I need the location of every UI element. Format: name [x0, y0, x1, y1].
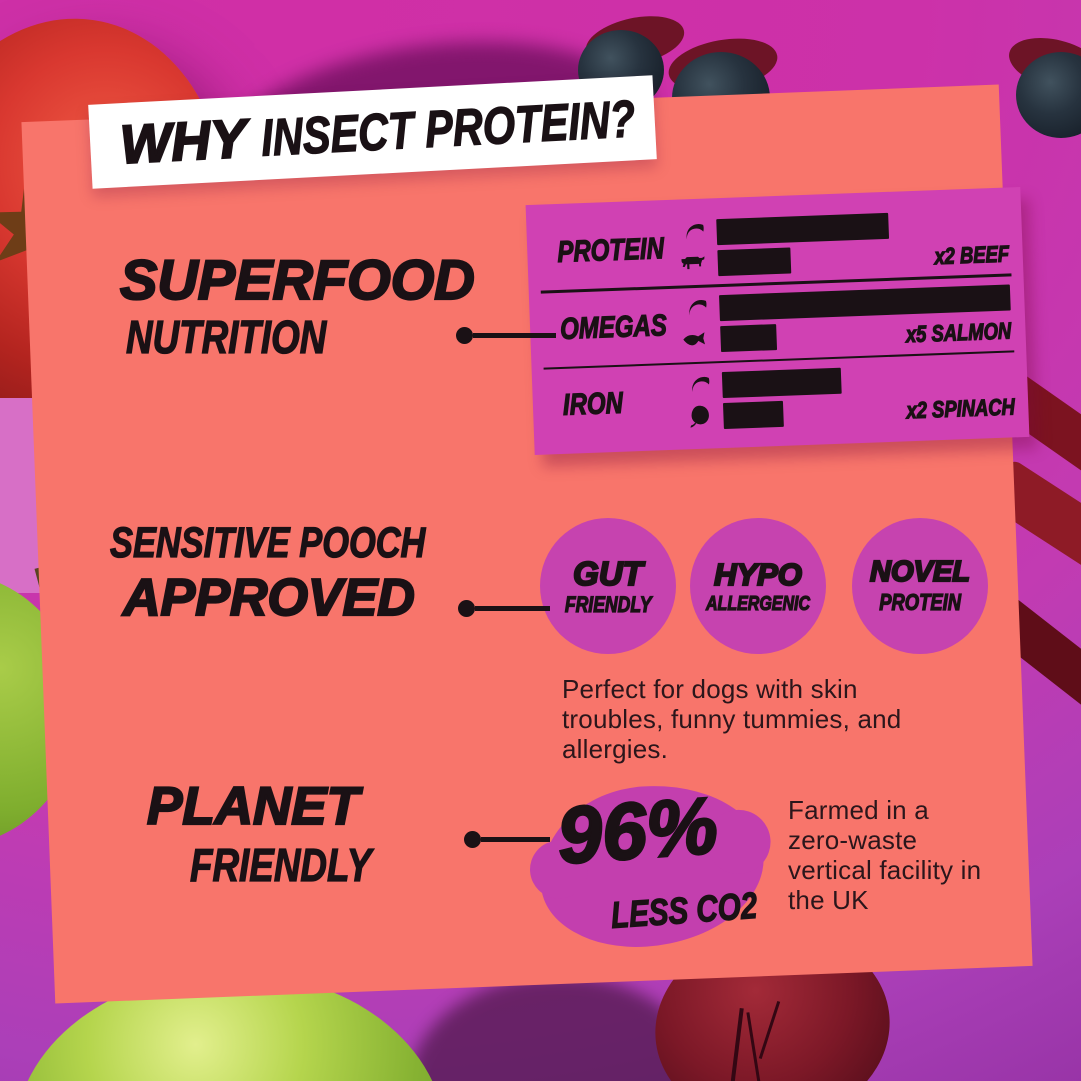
- cow-icon: [677, 249, 708, 278]
- chart-row-protein: PROTEIN x2 BEEF: [526, 199, 1023, 291]
- nutrient-label: OMEGAS: [559, 308, 668, 346]
- beef-bar: [717, 246, 792, 276]
- comparison-label: x5 SALMON: [905, 316, 1012, 347]
- connector-dot: [464, 831, 481, 848]
- insect-protein-bar: [716, 212, 890, 245]
- planet-heading-line1: PLANET: [146, 777, 360, 836]
- planet-heading-line2: FRIENDLY: [189, 839, 372, 891]
- badge-hypoallergenic: HYPO ALLERGENIC: [690, 518, 826, 654]
- larva-icon: [679, 294, 710, 323]
- insect-protein-bar: [721, 367, 842, 398]
- planet-description: Farmed in a zero-waste vertical facility…: [788, 795, 982, 916]
- blueberry-photo: [1016, 52, 1081, 138]
- chart-row-iron: IRON x2 SPINACH: [532, 352, 1029, 444]
- co2-stat-badge: 96% LESS CO2: [534, 778, 770, 954]
- connector-dot: [456, 327, 473, 344]
- connector-line: [475, 606, 550, 611]
- larva-icon: [676, 218, 707, 247]
- nutrient-label: PROTEIN: [556, 232, 665, 270]
- connector-line: [473, 333, 556, 338]
- pooch-description: Perfect for dogs with skin troubles, fun…: [562, 674, 902, 765]
- badge-line2: FRIENDLY: [564, 591, 652, 617]
- co2-stat-label: LESS CO2: [609, 884, 759, 936]
- pooch-connector: [458, 600, 550, 617]
- badge-line1: NOVEL: [869, 556, 971, 588]
- larva-icon: [682, 371, 713, 400]
- badge-gut-friendly: GUT FRIENDLY: [540, 518, 676, 654]
- connector-line: [481, 837, 550, 842]
- superfood-connector: [456, 327, 556, 344]
- badge-line2: ALLERGENIC: [705, 592, 810, 615]
- comparison-label: x2 SPINACH: [905, 393, 1015, 424]
- page-title-emphasis: WHY: [118, 108, 249, 177]
- badge-novel-protein: NOVEL PROTEIN: [852, 518, 988, 654]
- nutrient-label: IRON: [562, 386, 624, 422]
- planet-connector: [464, 831, 550, 848]
- spinach-bar: [722, 400, 784, 429]
- superfood-heading-line2: NUTRITION: [125, 311, 327, 363]
- badge-line1: HYPO: [713, 556, 803, 592]
- pooch-heading-line1: SENSITIVE POOCH: [109, 519, 426, 567]
- pooch-heading-line2: APPROVED: [122, 569, 416, 627]
- fish-icon: [680, 325, 711, 354]
- page-title-rest: INSECT PROTEIN?: [259, 90, 637, 169]
- connector-dot: [458, 600, 475, 617]
- insect-protein-bar: [719, 284, 1011, 322]
- leaf-icon: [683, 402, 714, 431]
- chart-row-omegas: OMEGAS x5 SALMON: [529, 275, 1026, 367]
- comparison-label: x2 BEEF: [933, 240, 1010, 270]
- badge-line1: GUT: [572, 554, 644, 592]
- superfood-heading-line1: SUPERFOOD: [119, 248, 476, 311]
- nutrition-chart: PROTEIN x2 BEEF OMEGAS: [525, 187, 1030, 455]
- badge-line2: PROTEIN: [879, 589, 962, 615]
- salmon-bar: [720, 324, 778, 353]
- co2-stat-value: 96%: [553, 779, 722, 882]
